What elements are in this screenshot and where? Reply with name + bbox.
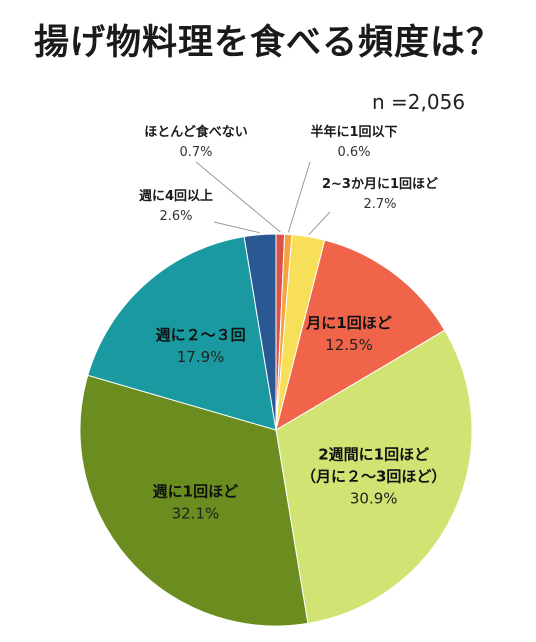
slice-2-value: 0.6% [337,145,370,160]
slice-1-leader-line [195,161,281,233]
slice-2-leader-line [287,161,311,233]
slice-7-value: 17.9% [177,348,225,366]
slice-5-value: 30.9% [350,490,398,508]
slice-8-value: 2.6% [159,209,192,224]
slice-6-value: 32.1% [172,505,220,523]
slice-7 [87,236,277,431]
pie-slices [79,233,473,627]
slice-3-leader-line [308,211,331,236]
slice-1-value: 0.7% [179,145,212,160]
slice-5-label: （月に２～3回ほど） [301,468,446,486]
leader-lines [195,161,331,236]
slice-3-label: 2~3か月に1回ほど [322,177,438,192]
slice-5-label: 2週間に1回ほど [318,446,429,464]
slice-2-label: 半年に1回以下 [310,124,397,140]
slice-8 [243,233,277,431]
slice-6-label: 週に1回ほど [153,483,238,501]
sample-size-label: n =2,056 [372,90,466,114]
slice-1-label: ほとんど食べない [144,124,248,140]
slice-4-label: 月に1回ほど [305,314,391,332]
slice-7-label: 週に２～３回 [156,326,246,344]
slice-4-value: 12.5% [325,336,373,354]
slice-3-value: 2.7% [363,197,396,212]
chart-title: 揚げ物料理を食べる頻度は？ [33,23,502,63]
slice-8-label: 週に4回以上 [139,189,213,204]
slice-labels: ほとんど食べない 0.7% 半年に1回以下 0.6% 2~3か月に1回ほど 2.7% 月に1… [139,124,446,523]
slice-8-leader-line [213,221,260,234]
slice-4 [275,239,446,432]
slice-5 [275,329,473,624]
slice-6 [79,374,309,627]
